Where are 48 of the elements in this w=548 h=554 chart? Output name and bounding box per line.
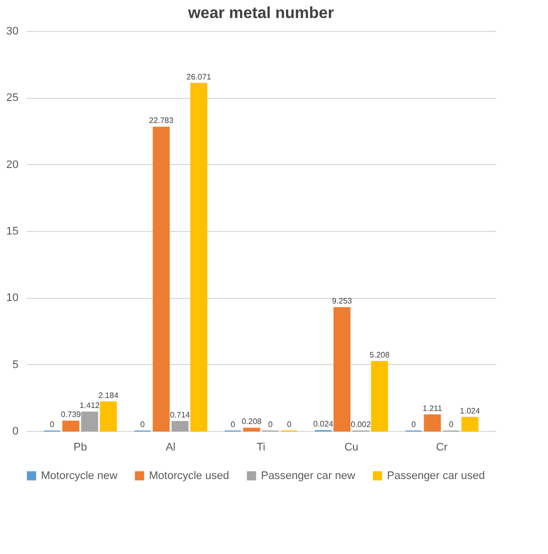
data-label: 0.024 xyxy=(313,420,334,429)
data-label: 26.071 xyxy=(186,72,212,82)
y-tick-label: 5 xyxy=(12,358,18,371)
y-tick-label: 15 xyxy=(6,226,18,238)
bar xyxy=(334,307,350,432)
bar xyxy=(424,414,441,432)
legend-label: Motorcycle used xyxy=(149,470,230,482)
chart-title: wear metal number xyxy=(187,5,334,22)
data-label: 0 xyxy=(50,420,55,429)
bar xyxy=(81,412,98,432)
data-label: 1.412 xyxy=(80,401,100,410)
y-tick-label: 10 xyxy=(6,292,18,304)
data-label: 0 xyxy=(286,420,292,429)
x-tick-label: Pb xyxy=(73,442,87,454)
bar xyxy=(172,420,188,432)
data-label: 5.208 xyxy=(370,350,390,360)
data-label: 0 xyxy=(140,420,146,429)
data-label: 0.208 xyxy=(242,417,262,426)
legend-label: Motorcycle new xyxy=(41,470,118,482)
bar xyxy=(62,420,80,432)
legend-label: Passenger car used xyxy=(387,470,485,482)
data-label: 0 xyxy=(411,420,416,429)
x-tick-label: Al xyxy=(166,442,176,454)
bar xyxy=(243,428,260,432)
x-tick-label: Ti xyxy=(256,442,266,454)
data-label: 0 xyxy=(230,420,236,429)
data-label: 0 xyxy=(268,420,274,429)
x-tick-label: Cr xyxy=(436,442,448,454)
data-label: 0 xyxy=(448,420,454,429)
data-label: 0.002 xyxy=(350,420,372,429)
data-label: 1.211 xyxy=(422,404,443,413)
legend-label: Passenger car new xyxy=(261,470,356,482)
data-label: 2.184 xyxy=(98,390,119,400)
bar xyxy=(100,401,117,432)
x-tick-label: Cu xyxy=(344,442,358,454)
bar xyxy=(152,126,170,432)
bar xyxy=(190,82,208,432)
data-label: 0.714 xyxy=(170,410,191,420)
bar xyxy=(461,416,478,432)
y-tick-label: 30 xyxy=(6,26,18,38)
data-label: 1.024 xyxy=(460,406,480,416)
bar xyxy=(371,361,388,432)
y-tick-label: 0 xyxy=(12,426,18,438)
data-label: 22.783 xyxy=(148,116,174,126)
y-tick-label: 25 xyxy=(6,92,18,104)
data-label: 9.253 xyxy=(332,296,353,306)
y-tick-label: 20 xyxy=(6,158,18,171)
data-label: 0.739 xyxy=(60,410,82,420)
